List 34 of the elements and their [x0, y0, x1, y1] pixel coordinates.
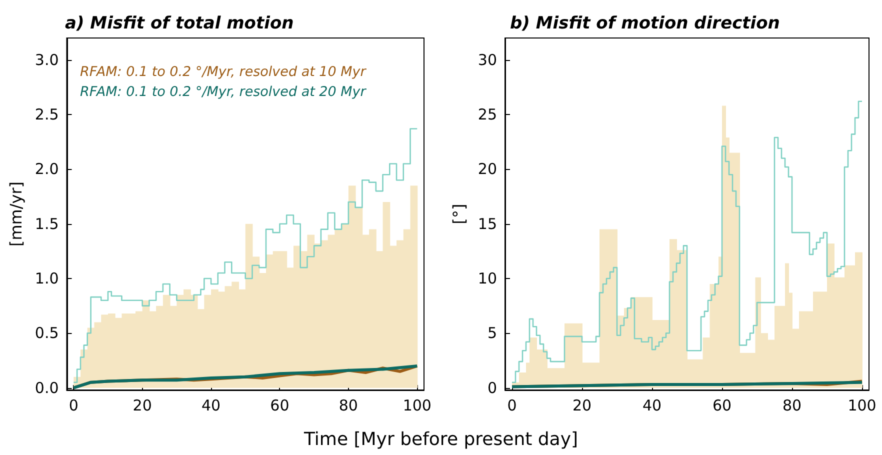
y-axis-title: [°] [450, 204, 469, 224]
x-tick-label: 100 [848, 396, 876, 414]
y-axis-title: [mm/yr] [6, 181, 26, 247]
chart-title: a) Misfit of total motion [65, 14, 294, 34]
x-tick-label: 100 [402, 396, 432, 414]
y-tick-label: 3.0 [34, 50, 59, 69]
y-tick-label: 5 [487, 324, 497, 342]
y-tick-label: 2.0 [34, 160, 59, 178]
y-tick-label: 20 [478, 160, 497, 178]
x-tick-label: 0 [68, 396, 78, 414]
y-tick-label: 0.5 [34, 324, 59, 342]
line-series [72, 364, 419, 390]
y-tick-label: 15 [478, 214, 497, 233]
text: RFAM: 0.1 to 0.2 °/Myr, resolved at 10 Myr [80, 64, 368, 80]
y-tick-label: 1.0 [34, 269, 59, 288]
y-tick-label: 2.5 [34, 106, 59, 124]
x-axis-title: Time [Myr before present day] [302, 429, 580, 450]
x-tick-label: 20 [132, 396, 152, 414]
y-tick-label: 0.0 [34, 378, 59, 397]
text: RFAM: 0.1 to 0.2 °/Myr, resolved at 20 Myr [80, 84, 368, 100]
x-tick-label: 40 [201, 396, 221, 414]
y-tick-label: 10 [478, 269, 497, 288]
x-tick-label: 60 [270, 396, 290, 414]
chart-title: b) Misfit of motion direction [510, 14, 780, 34]
y-tick-label: 1.5 [34, 214, 59, 233]
y-tick-label: 0 [487, 378, 497, 397]
x-tick-label: 0 [507, 396, 517, 414]
x-tick-label: 40 [642, 396, 662, 414]
x-tick-label: 80 [338, 396, 358, 414]
y-tick-label: 25 [478, 106, 497, 124]
x-tick-label: 20 [572, 396, 592, 414]
x-tick-label: 60 [712, 396, 732, 414]
y-tick-label: 30 [478, 50, 497, 69]
x-tick-label: 80 [782, 396, 802, 414]
